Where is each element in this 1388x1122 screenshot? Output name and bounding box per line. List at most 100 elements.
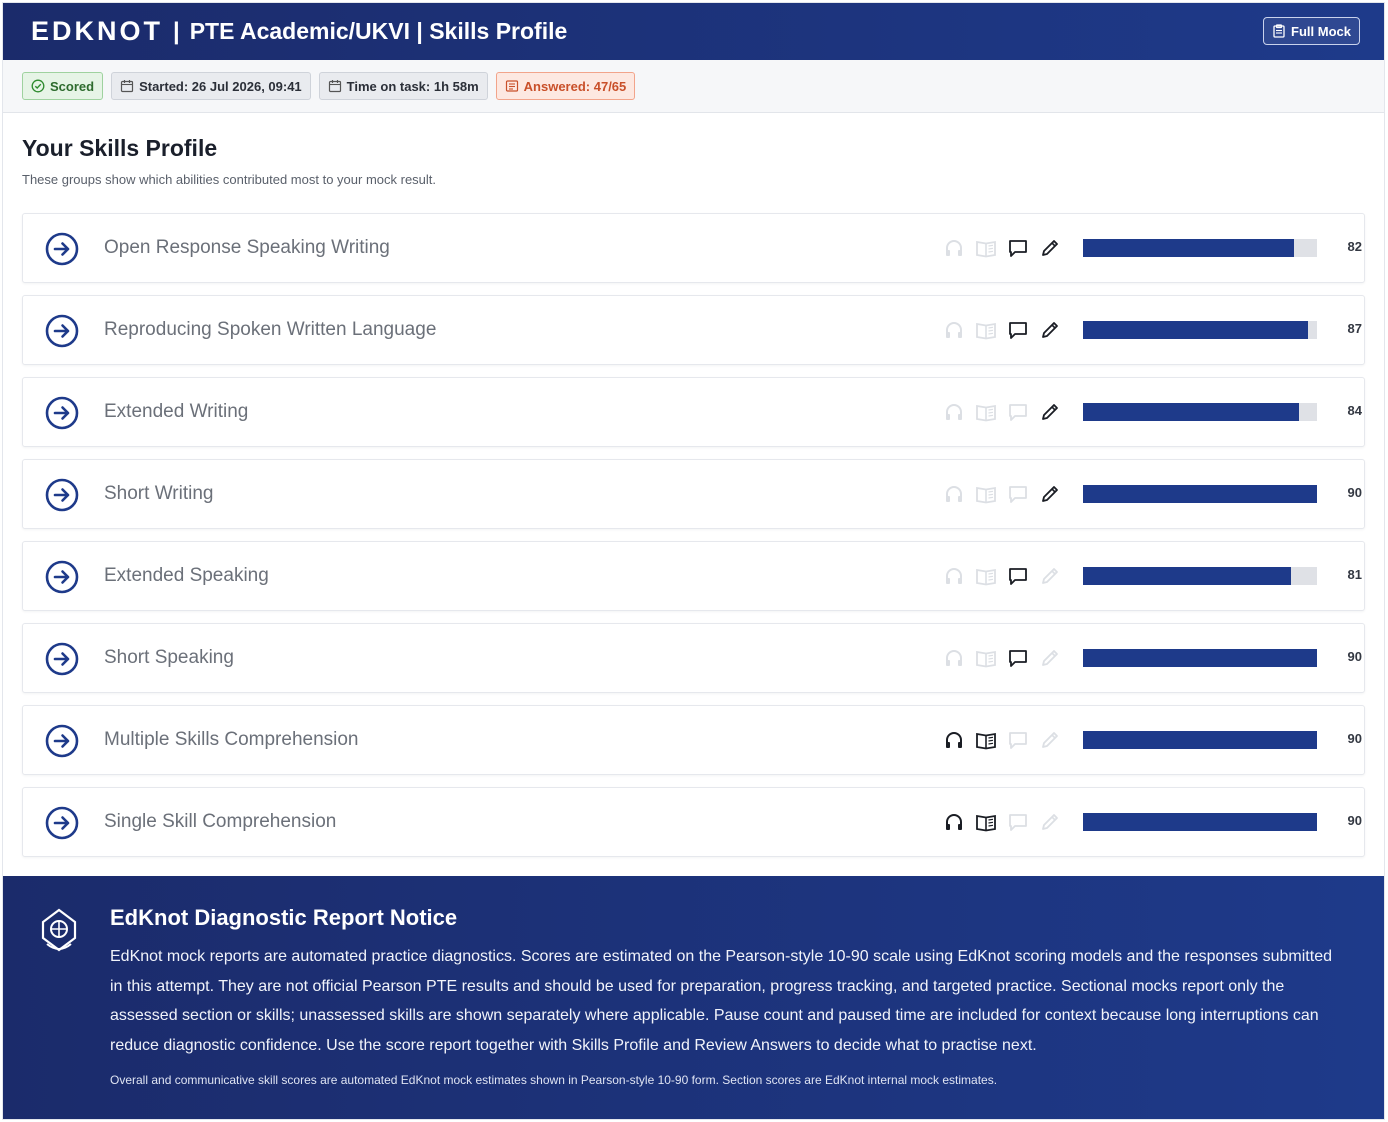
arrow-right-circle-icon[interactable] [45,724,79,758]
skill-score-bar [1083,731,1317,749]
skill-name: Single Skill Comprehension [104,811,337,832]
skill-score-fill [1083,321,1309,339]
header-title: PTE Academic/UKVI | Skills Profile [189,18,568,44]
book-icon [976,650,996,668]
headphones-icon [946,568,962,584]
headphones-icon [946,650,962,666]
skill-name: Short Speaking [104,647,234,668]
skill-score: 90 [1347,813,1362,828]
speech-bubble-icon [1009,814,1027,831]
headphones-icon [946,322,962,338]
speech-bubble-icon [1009,240,1027,257]
book-icon [976,814,996,832]
skill-score-bar [1083,239,1317,257]
answered-label: Answered: 47/65 [523,78,627,94]
skill-name: Extended Speaking [104,565,269,586]
book-icon [976,732,996,750]
calendar-icon [120,80,134,93]
skill-icons [943,401,1061,423]
check-circle-icon [31,79,45,93]
skill-row[interactable]: Extended Speaking 81 [22,541,1365,611]
speech-bubble-icon [1009,404,1027,421]
skill-score-fill [1083,485,1317,503]
arrow-right-circle-icon[interactable] [45,478,79,512]
skill-row[interactable]: Extended Writing 84 [22,377,1365,447]
edknot-emblem-icon [41,908,77,952]
skill-row[interactable]: Open Response Speaking Writing 82 [22,213,1365,283]
pencil-icon [1042,732,1058,748]
skill-score: 90 [1347,485,1362,500]
answered-chip: Answered: 47/65 [495,72,636,100]
skill-score-fill [1083,239,1294,257]
skill-row[interactable]: Short Writing 90 [22,459,1365,529]
skill-score: 90 [1347,731,1362,746]
skill-icons [943,729,1061,751]
skill-icons [943,483,1061,505]
page-subtitle: These groups show which abilities contri… [22,172,437,187]
notice-footnote: Overall and communicative skill scores a… [110,1073,998,1087]
notice-body: EdKnot mock reports are automated practi… [110,948,1332,1054]
arrow-right-circle-icon[interactable] [45,232,79,266]
headphones-icon [946,486,962,502]
skill-icons [943,237,1061,259]
skill-score-bar [1083,321,1317,339]
skill-score-fill [1083,567,1291,585]
arrow-right-circle-icon[interactable] [45,396,79,430]
skill-row[interactable]: Reproducing Spoken Written Language 87 [22,295,1365,365]
skill-name: Extended Writing [104,401,249,422]
attempt-meta-bar: Scored Started: 26 Jul 2026, 09:41 Time … [3,60,1384,113]
skill-score: 90 [1347,649,1362,664]
started-chip: Started: 26 Jul 2026, 09:41 [111,72,311,100]
book-icon [976,486,996,504]
skill-row[interactable]: Short Speaking 90 [22,623,1365,693]
skill-score-fill [1083,403,1300,421]
header-separator: | [173,17,180,45]
headphones-icon [946,404,962,420]
skill-score: 82 [1347,239,1362,254]
pencil-icon [1042,650,1058,666]
skill-score-bar [1083,567,1317,585]
skill-icons [943,319,1061,341]
headphones-icon [946,732,962,748]
clipboard-icon [1273,24,1285,38]
skill-score: 81 [1347,567,1362,582]
skill-icons [943,565,1061,587]
pencil-icon [1042,322,1058,338]
list-icon [505,80,518,92]
skill-score-bar [1083,403,1317,421]
book-icon [976,568,996,586]
skill-score-fill [1083,813,1317,831]
skill-name: Short Writing [104,483,214,504]
calendar-icon [328,80,341,93]
arrow-right-circle-icon[interactable] [45,560,79,594]
skill-score-bar [1083,485,1317,503]
full-mock-button[interactable]: Full Mock [1263,17,1360,45]
started-label: Started: 26 Jul 2026, 09:41 [139,78,302,94]
book-icon [976,404,996,422]
arrow-right-circle-icon[interactable] [45,642,79,676]
arrow-right-circle-icon[interactable] [45,314,79,348]
scored-label: Scored [50,78,95,94]
book-icon [976,240,996,258]
skill-score: 84 [1347,403,1362,418]
skill-name: Reproducing Spoken Written Language [104,319,437,340]
skill-row[interactable]: Single Skill Comprehension 90 [22,787,1365,857]
page-title: Your Skills Profile [22,135,218,161]
skill-name: Multiple Skills Comprehension [104,729,359,750]
full-mock-label: Full Mock [1291,23,1351,39]
speech-bubble-icon [1009,322,1027,339]
skill-score-fill [1083,649,1317,667]
speech-bubble-icon [1009,650,1027,667]
skill-score-bar [1083,649,1317,667]
speech-bubble-icon [1009,486,1027,503]
headphones-icon [946,240,962,256]
skill-icons [943,647,1061,669]
pencil-icon [1042,568,1058,584]
skill-row[interactable]: Multiple Skills Comprehension 90 [22,705,1365,775]
edknot-logo: EDKNOT [31,16,163,47]
logo-text: EDKNOT [31,16,163,46]
app-header: EDKNOT | PTE Academic/UKVI | Skills Prof… [3,3,1384,60]
arrow-right-circle-icon[interactable] [45,806,79,840]
pencil-icon [1042,814,1058,830]
